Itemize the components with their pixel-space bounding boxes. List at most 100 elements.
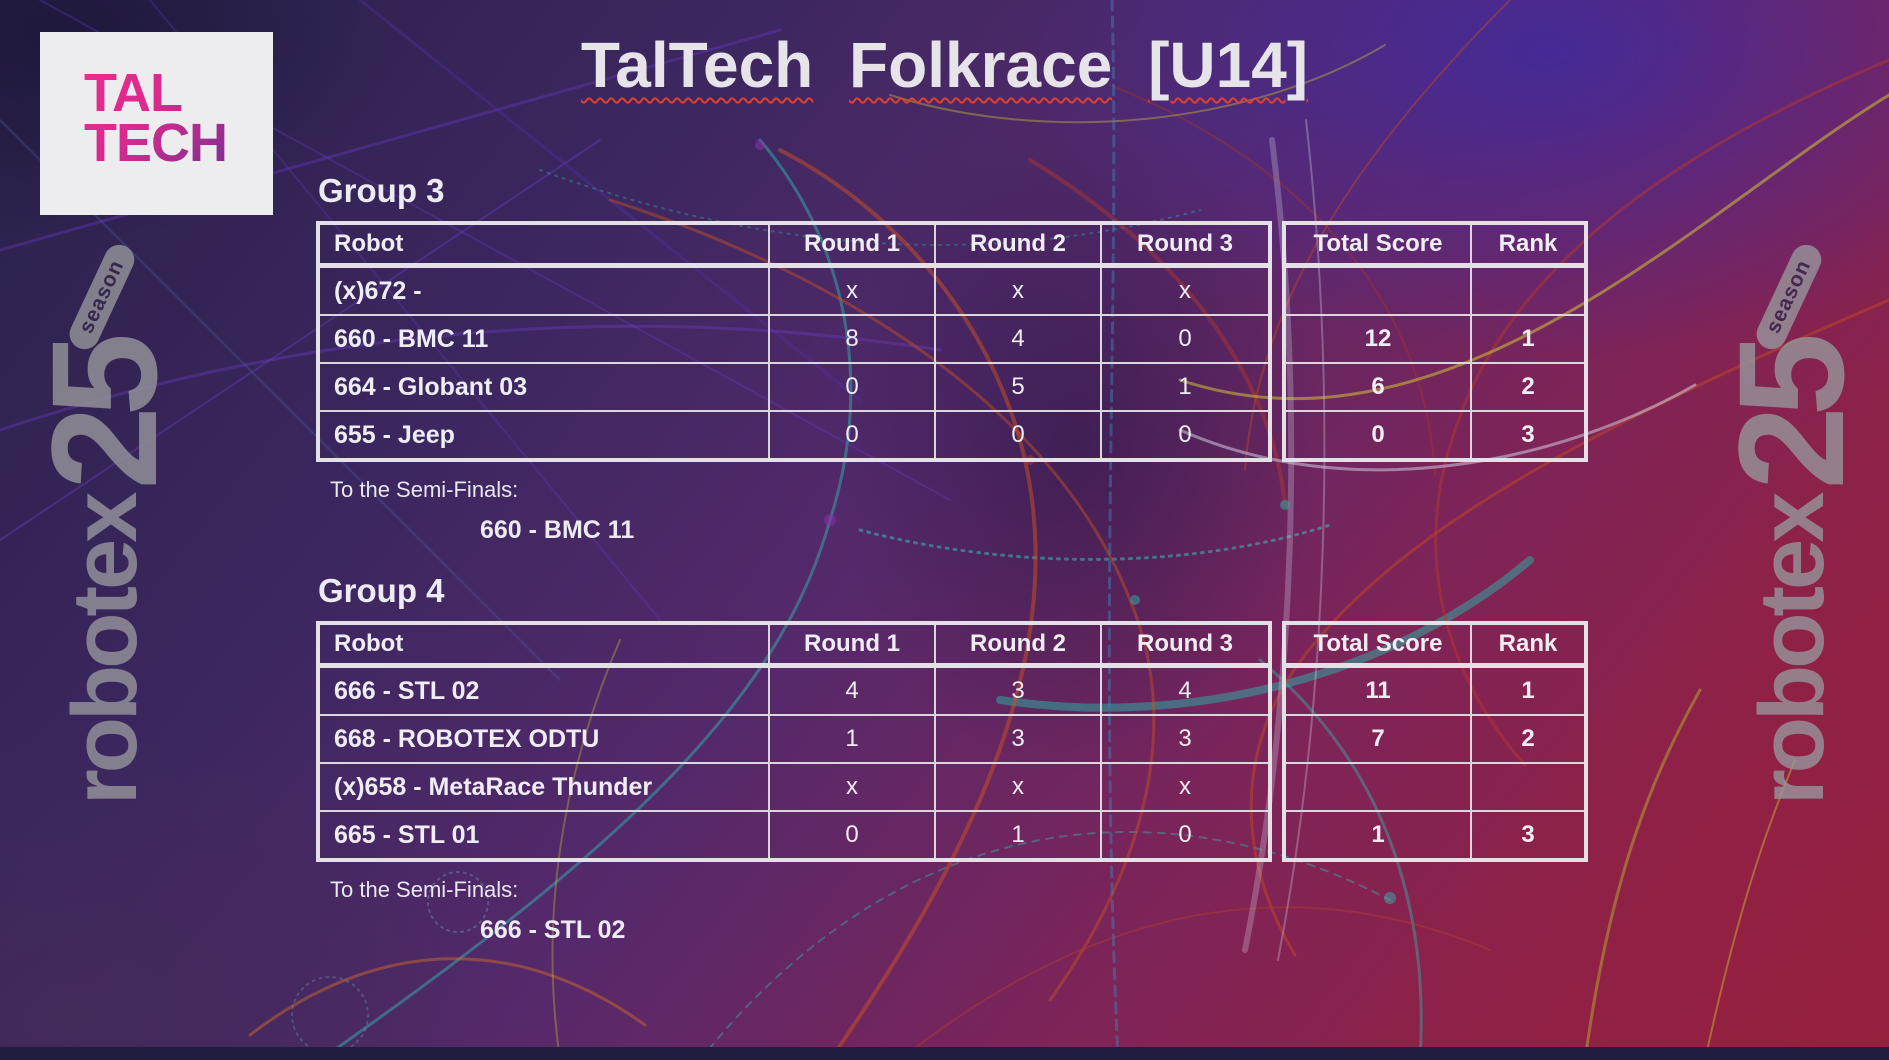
col-header-total-score: Total Score [1283,622,1472,668]
round1-score-cell: 4 [768,664,936,716]
total-score-cell: 7 [1283,714,1472,764]
robot-name-cell: 668 - ROBOTEX ODTU [317,714,770,764]
group-4-section: Group 4 Robot Round 1 Round 2 Round 3 66… [316,572,1588,945]
col-header-round1: Round 1 [768,222,936,268]
header-row: Total Score Rank [1283,222,1587,268]
table-row: 12 1 [1283,314,1587,364]
col-header-round3: Round 3 [1100,622,1271,668]
robotex-season-ribbon: season [64,239,140,355]
round1-score-cell: 0 [768,410,936,461]
robotex-25-number: 25 [1707,342,1876,490]
robotex-25-season-logo-left: robotex 25 season [20,239,189,805]
rank-cell: 2 [1470,362,1587,412]
rank-cell [1470,264,1587,316]
group-4-tables: Robot Round 1 Round 2 Round 3 666 - STL … [316,621,1588,862]
total-score-cell [1283,264,1472,316]
table-row: 666 - STL 02 4 3 4 [317,664,1271,716]
col-header-total-score: Total Score [1283,222,1472,268]
robot-name-cell: 664 - Globant 03 [317,362,770,412]
table-row: 11 1 [1283,664,1587,716]
round1-score-cell: x [768,762,936,812]
rank-cell: 3 [1470,410,1587,461]
round2-score-cell: x [934,762,1102,812]
total-score-cell: 0 [1283,410,1472,461]
total-score-cell: 6 [1283,362,1472,412]
round3-score-cell: x [1100,264,1271,316]
round3-score-cell: 0 [1100,314,1271,364]
group-4-totals-table: Total Score Rank 11 1 7 2 [1282,621,1588,862]
header-row: Robot Round 1 Round 2 Round 3 [317,622,1271,668]
group-4-title: Group 4 [318,572,445,609]
col-header-robot: Robot [317,622,770,668]
round1-score-cell: 0 [768,810,936,861]
header-row: Robot Round 1 Round 2 Round 3 [317,222,1271,268]
robotex-wordmark: robotex [54,495,156,805]
header-row: Total Score Rank [1283,622,1587,668]
round2-score-cell: x [934,264,1102,316]
total-score-cell: 12 [1283,314,1472,364]
title-word-3: [U14] [1148,29,1309,101]
page-title: TalTech Folkrace [U14] [0,28,1889,102]
title-word-1: TalTech [580,29,814,101]
rank-cell: 3 [1470,810,1587,861]
robot-name-cell: 665 - STL 01 [317,810,770,861]
round2-score-cell: 0 [934,410,1102,461]
round3-score-cell: 3 [1100,714,1271,764]
round1-score-cell: 8 [768,314,936,364]
robot-name-cell: (x)658 - MetaRace Thunder [317,762,770,812]
group-4-rounds-table: Robot Round 1 Round 2 Round 3 666 - STL … [316,621,1272,862]
round2-score-cell: 5 [934,362,1102,412]
total-score-cell: 1 [1283,810,1472,861]
table-row: 655 - Jeep 0 0 0 [317,410,1271,461]
robot-name-cell: 655 - Jeep [317,410,770,461]
round1-score-cell: 1 [768,714,936,764]
col-header-round1: Round 1 [768,622,936,668]
table-row: 660 - BMC 11 8 4 0 [317,314,1271,364]
table-row [1283,762,1587,812]
rank-cell: 1 [1470,664,1587,716]
robot-name-cell: (x)672 - [317,264,770,316]
round2-score-cell: 1 [934,810,1102,861]
semifinalist-name: 666 - STL 02 [480,916,626,944]
semifinals-label: To the Semi-Finals: [330,877,519,902]
round2-score-cell: 4 [934,314,1102,364]
total-score-cell: 11 [1283,664,1472,716]
rank-cell: 1 [1470,314,1587,364]
round2-score-cell: 3 [934,714,1102,764]
col-header-round3: Round 3 [1100,222,1271,268]
semifinals-label: To the Semi-Finals: [330,477,519,502]
robot-name-cell: 666 - STL 02 [317,664,770,716]
col-header-robot: Robot [317,222,770,268]
table-row: 0 3 [1283,410,1587,461]
group-3-section: Group 3 Robot Round 1 Round 2 Round 3 (x… [316,172,1588,545]
table-row [1283,264,1587,316]
table-row: 7 2 [1283,714,1587,764]
col-header-round2: Round 2 [934,622,1102,668]
group-3-totals-table: Total Score Rank 12 1 6 2 [1282,221,1588,462]
robotex-wordmark: robotex [1741,495,1843,805]
table-row: 664 - Globant 03 0 5 1 [317,362,1271,412]
table-row: (x)672 - x x x [317,264,1271,316]
table-row: 6 2 [1283,362,1587,412]
round3-score-cell: 0 [1100,410,1271,461]
semifinalist-name: 660 - BMC 11 [480,516,635,544]
total-score-cell [1283,762,1472,812]
rank-cell: 2 [1470,714,1587,764]
taltech-logo: TAL TECH [40,32,273,215]
taltech-logo-line2: TECH [84,113,227,174]
bottom-edge-strip [0,1047,1889,1060]
rank-cell [1470,762,1587,812]
title-word-2: Folkrace [849,29,1113,101]
table-row: 1 3 [1283,810,1587,861]
robot-name-cell: 660 - BMC 11 [317,314,770,364]
table-row: (x)658 - MetaRace Thunder x x x [317,762,1271,812]
group-3-tables: Robot Round 1 Round 2 Round 3 (x)672 - x… [316,221,1588,462]
round2-score-cell: 3 [934,664,1102,716]
col-header-rank: Rank [1470,622,1587,668]
round3-score-cell: x [1100,762,1271,812]
table-row: 665 - STL 01 0 1 0 [317,810,1271,861]
robotex-25-number: 25 [20,342,189,490]
group-3-rounds-table: Robot Round 1 Round 2 Round 3 (x)672 - x… [316,221,1272,462]
round3-score-cell: 0 [1100,810,1271,861]
